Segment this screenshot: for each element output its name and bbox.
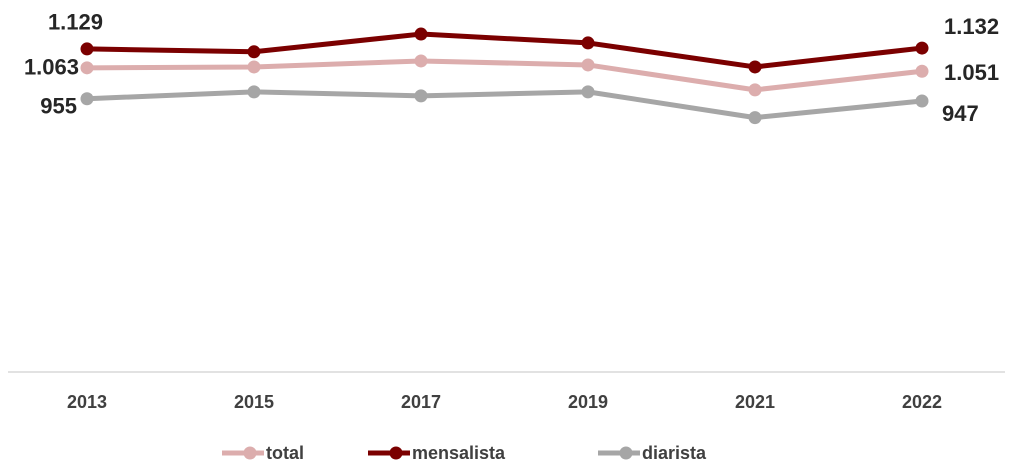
data-label: 1.129 [48, 10, 103, 35]
data-point [414, 54, 428, 68]
data-point [247, 60, 261, 74]
data-point [915, 94, 929, 108]
x-tick-label: 2015 [234, 392, 274, 412]
data-point [581, 36, 595, 50]
legend-label: mensalista [412, 443, 506, 463]
series-line [86, 89, 923, 121]
x-tick-label: 2022 [902, 392, 942, 412]
data-point [748, 83, 762, 97]
data-point [80, 42, 94, 56]
legend-marker [243, 446, 257, 460]
data-point [915, 64, 929, 78]
x-tick-label: 2021 [735, 392, 775, 412]
data-point [581, 58, 595, 72]
data-point [80, 92, 94, 106]
data-point [414, 89, 428, 103]
data-label: 947 [942, 101, 979, 126]
data-label: 1.051 [944, 60, 999, 85]
x-tick-label: 2017 [401, 392, 441, 412]
data-point [247, 85, 261, 99]
data-point [247, 45, 261, 59]
data-label: 1.063 [24, 55, 79, 80]
data-point [748, 111, 762, 125]
data-point [748, 60, 762, 74]
data-point [414, 27, 428, 41]
series-line [86, 31, 923, 70]
data-label: 955 [40, 94, 77, 119]
x-tick-label: 2019 [568, 392, 608, 412]
x-tick-label: 2013 [67, 392, 107, 412]
data-point [80, 61, 94, 75]
legend-label: total [266, 443, 304, 463]
legend-marker [619, 446, 633, 460]
legend-label: diarista [642, 443, 707, 463]
data-point [915, 41, 929, 55]
data-point [581, 85, 595, 99]
series-line [86, 58, 923, 93]
legend-marker [389, 446, 403, 460]
data-label: 1.132 [944, 14, 999, 39]
